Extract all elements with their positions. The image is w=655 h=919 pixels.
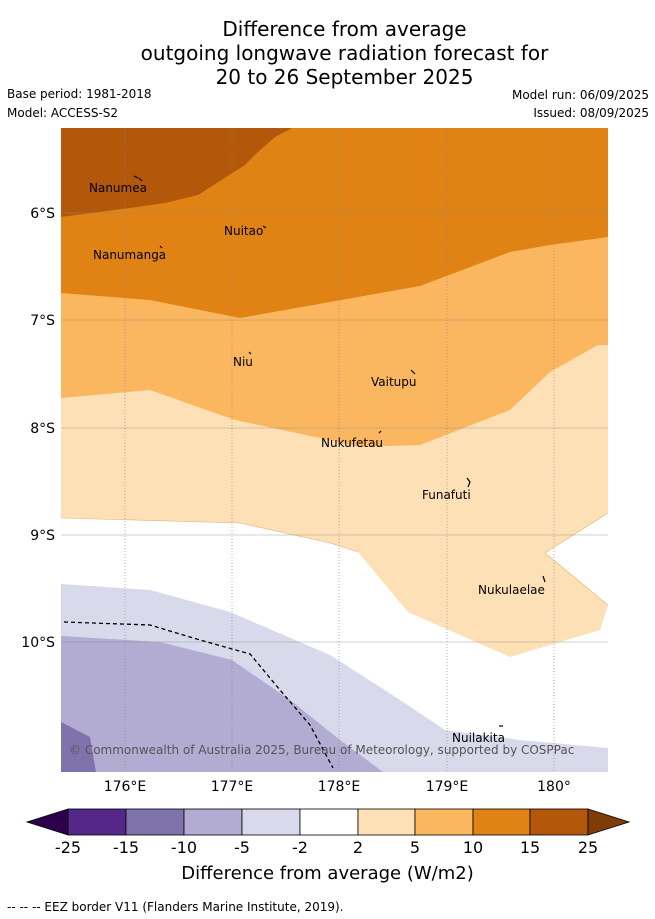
- map-fill-layers: [61, 128, 608, 772]
- latitude-labels: 6°S 7°S 8°S 9°S 10°S: [21, 206, 55, 651]
- lat-label-7s: 7°S: [30, 313, 55, 329]
- title-line-1: Difference from average: [222, 17, 467, 41]
- colorbar-bin-minus2: [299, 808, 359, 836]
- place-label-nuitao: Nuitao: [224, 224, 263, 238]
- colorbar: [25, 808, 631, 836]
- map-gridlines: [61, 128, 608, 772]
- place-label-nanumea: Nanumea: [89, 181, 147, 195]
- lon-label-177e: 177°E: [211, 779, 254, 795]
- colorbar-bin-5: [414, 808, 474, 836]
- colorbar-tick: -10: [171, 838, 197, 857]
- issued-date: Issued: 08/09/2025: [533, 106, 649, 120]
- lat-label-9s: 9°S: [30, 528, 55, 544]
- colorbar-tick: 5: [410, 838, 420, 857]
- place-label-niu: Niu: [233, 355, 253, 369]
- colorbar-bin-10: [472, 808, 531, 836]
- colorbar-tick: -5: [234, 838, 250, 857]
- colorbar-bin-minus15: [125, 808, 185, 836]
- place-label-nanumanga: Nanumanga: [93, 248, 166, 262]
- place-label-nukulaelae: Nukulaelae: [478, 583, 545, 597]
- lat-label-6s: 6°S: [30, 206, 55, 222]
- title-line-3: 20 to 26 September 2025: [215, 65, 474, 89]
- lat-label-10s: 10°S: [21, 635, 55, 651]
- colorbar-tick: 25: [578, 838, 598, 857]
- region-15-to-25: [61, 128, 292, 217]
- eez-footnote: -- -- -- EEZ border V11 (Flanders Marine…: [7, 900, 344, 914]
- model-run: Model run: 06/09/2025: [511, 88, 649, 102]
- colorbar-bin-minus25: [67, 808, 127, 836]
- region-minus10-to-minus5: [61, 636, 383, 772]
- place-label-nukufetau: Nukufetau: [321, 436, 383, 450]
- colorbar-tick: 15: [520, 838, 540, 857]
- colorbar-bin-minus5: [241, 808, 301, 836]
- colorbar-bin-15: [529, 808, 589, 836]
- colorbar-under-arrow: [25, 808, 69, 836]
- eez-border: [63, 621, 334, 769]
- colorbar-tick: 10: [463, 838, 483, 857]
- colorbar-bin-2: [357, 808, 416, 836]
- colorbar-over-arrow: [587, 808, 631, 836]
- lon-label-176e: 176°E: [104, 779, 147, 795]
- colorbar-bin-minus10: [183, 808, 243, 836]
- colorbar-title: Difference from average (W/m2): [181, 863, 474, 884]
- island-outlines: [133, 175, 546, 727]
- lon-label-180: 180°: [537, 779, 571, 795]
- colorbar-tick: 2: [353, 838, 363, 857]
- place-labels: Nanumea Nuitao Nanumanga Niu Vaitupu Nuk…: [89, 181, 545, 745]
- colorbar-tick: -15: [113, 838, 139, 857]
- base-period: Base period: 1981-2018: [7, 87, 152, 101]
- lon-label-179e: 179°E: [426, 779, 469, 795]
- lat-label-8s: 8°S: [30, 421, 55, 437]
- model-name: Model: ACCESS-S2: [7, 106, 119, 120]
- copyright-notice: © Commonwealth of Australia 2025, Bureau…: [69, 743, 574, 757]
- place-label-nuilakita: Nuilakita: [452, 731, 505, 745]
- colorbar-ticks: -25 -15 -10 -5 -2 2 5 10 15 25: [55, 838, 598, 857]
- longitude-labels: 176°E 177°E 178°E 179°E 180°: [104, 779, 571, 795]
- lon-label-178e: 178°E: [318, 779, 361, 795]
- title-line-2: outgoing longwave radiation forecast for: [140, 41, 549, 65]
- colorbar-tick: -2: [292, 838, 308, 857]
- place-label-funafuti: Funafuti: [422, 488, 471, 502]
- region-minus15-to-minus10: [61, 722, 96, 772]
- colorbar-tick: -25: [55, 838, 81, 857]
- place-label-vaitupu: Vaitupu: [371, 375, 417, 389]
